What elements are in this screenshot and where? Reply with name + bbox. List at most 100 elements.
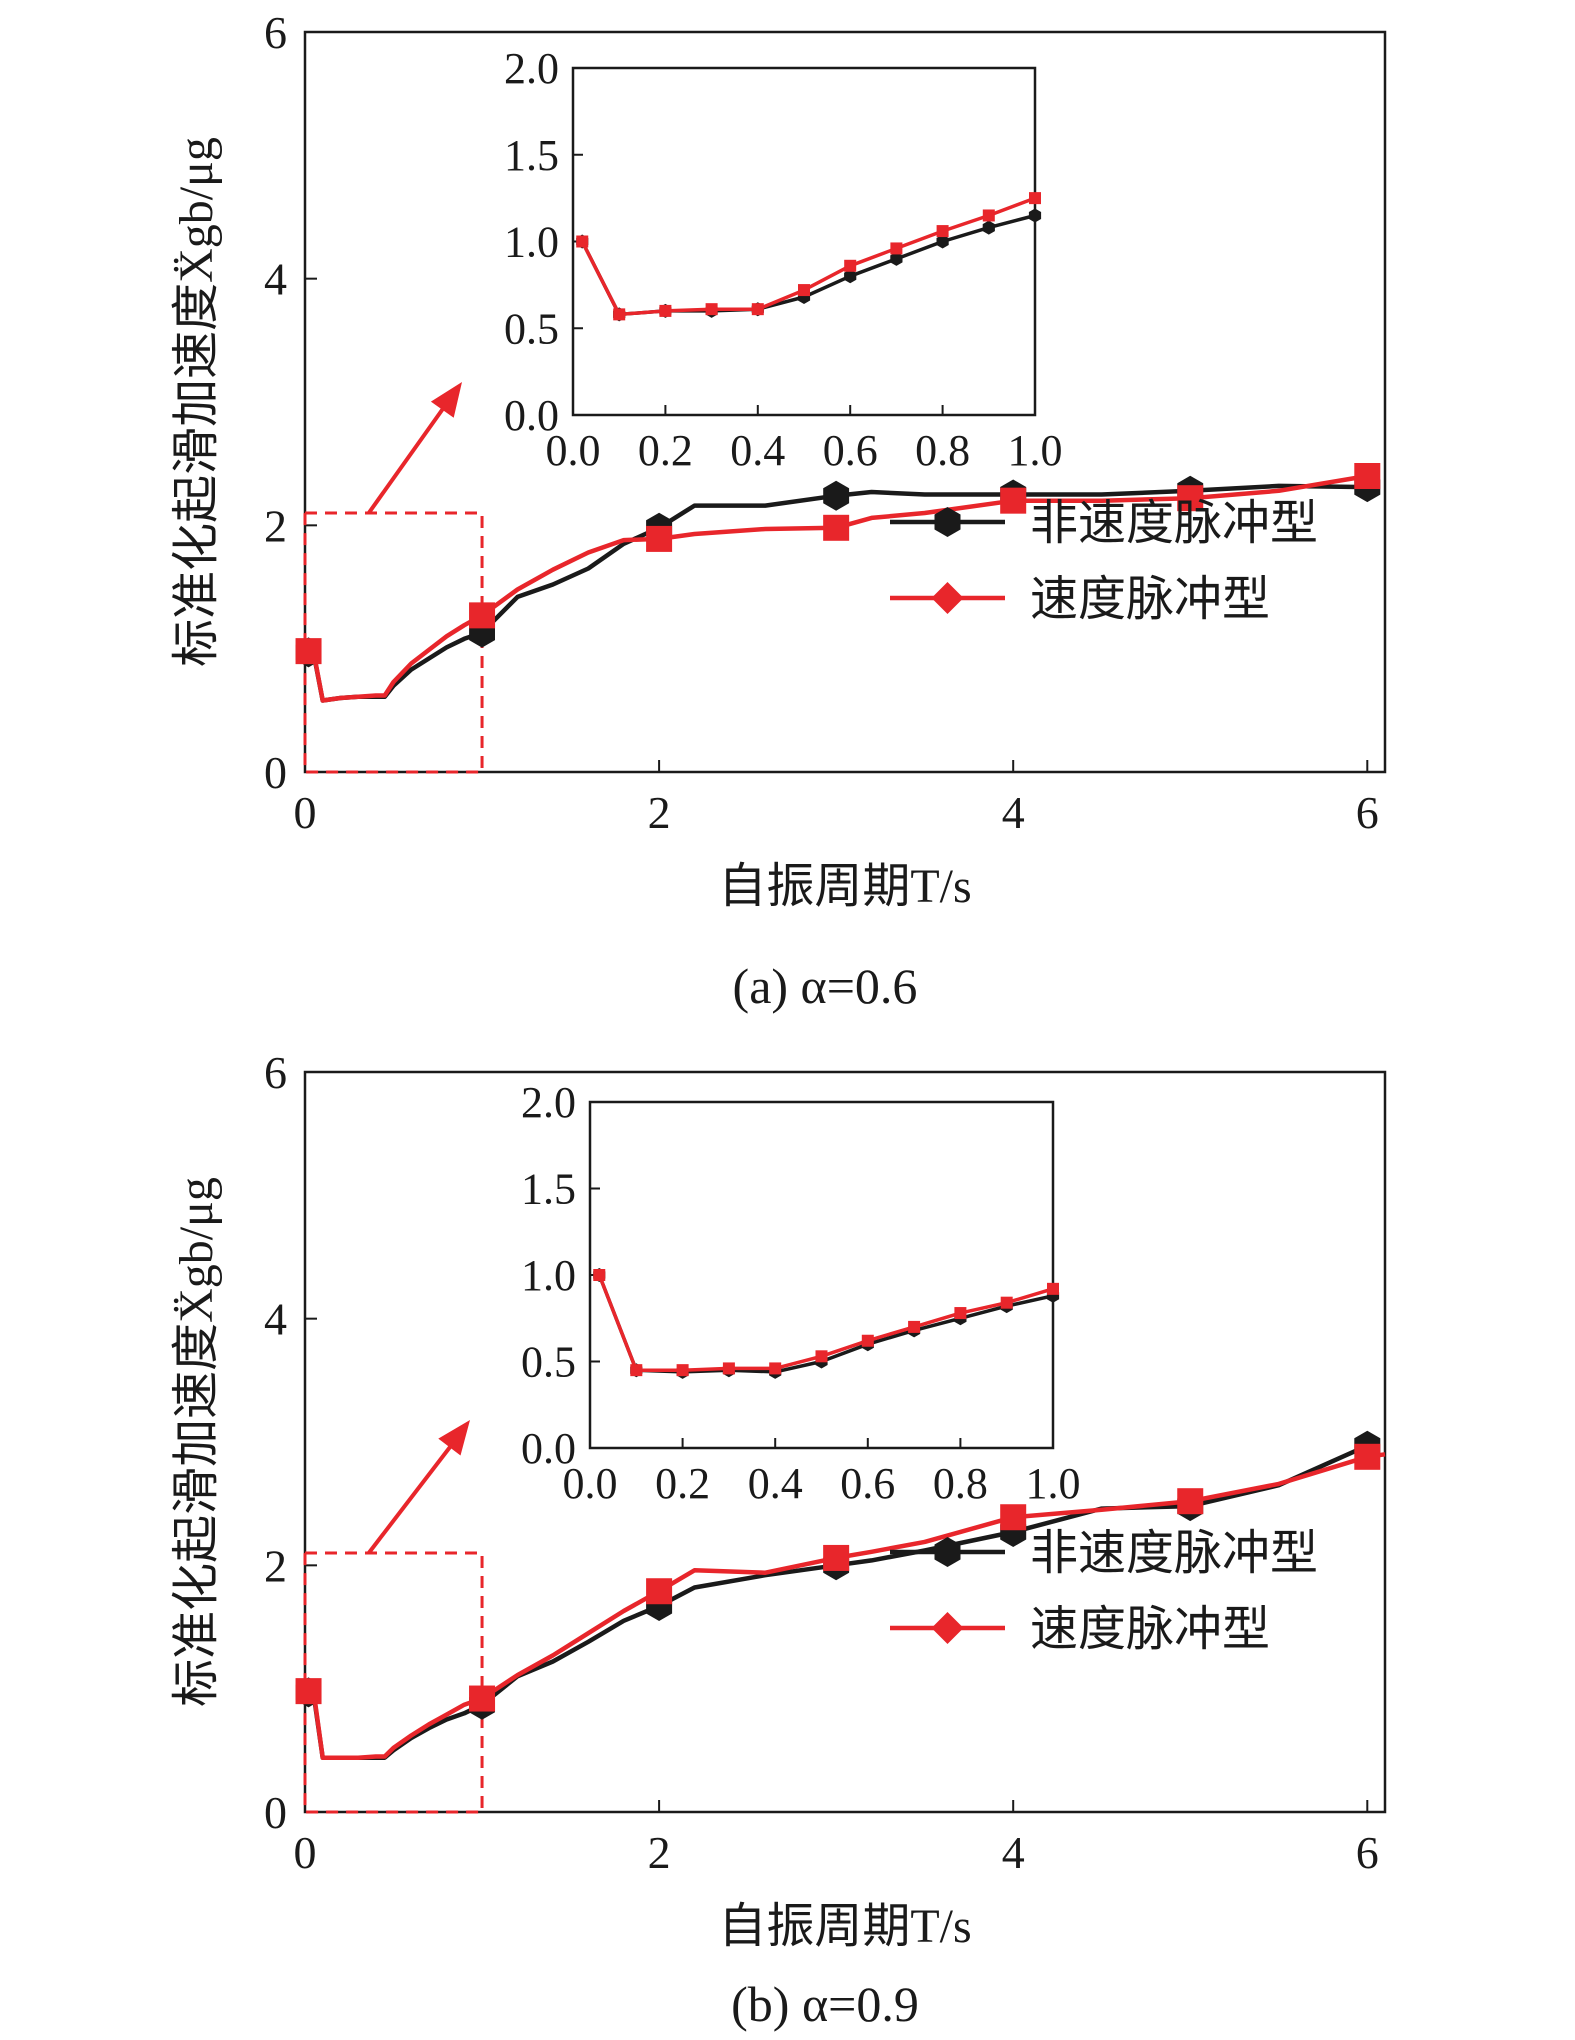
inset-marker-pulse [593,1269,606,1281]
series-line-pulse [307,1452,1386,1760]
inset-marker-pulse [1047,1282,1059,1295]
zoom-arrow-line [367,1432,462,1555]
legend-marker-nonpulse [934,507,961,537]
legend-marker-pulse [931,1612,964,1644]
x-tick-label: 4 [1002,787,1025,838]
inset-marker-nonpulse [936,234,949,249]
inset-marker-pulse [815,1350,828,1363]
zoom-arrow-head [438,1420,470,1456]
inset-y-tick-label: 1.5 [521,1165,576,1214]
y-tick-label: 4 [264,1294,287,1345]
x-axis-label: 自振周期T/s [718,860,971,913]
inset-marker-nonpulse [890,251,903,266]
inset-marker-pulse [890,242,903,255]
inset-y-tick-label: 0.0 [504,391,559,440]
y-tick-label: 2 [264,1540,287,1591]
legend-marker-pulse [931,582,964,614]
series-marker-pulse [1354,463,1381,489]
series-marker-pulse [823,1544,850,1571]
series-marker-pulse [1177,485,1204,512]
legend-label-nonpulse: 非速度脉冲型 [1030,497,1318,550]
inset-marker-pulse [676,1364,689,1377]
series-marker-pulse [469,1685,496,1712]
inset-x-tick-label: 1.0 [1026,1459,1081,1508]
inset-marker-pulse [861,1334,874,1347]
inset-marker-nonpulse [1028,208,1042,223]
inset-marker-pulse [705,303,718,316]
chart-panel-b: 0 2 4 6 0 2 4 6 自振周期T/s 标准化起滑加速度Ẍgb/μg (b) α=0.9 非速… [170,1047,1387,2032]
y-axis-label: 标准化起滑加速度Ẍgb/μg [170,137,223,667]
legend-marker-nonpulse [934,1537,961,1567]
x-tick-label: 6 [1356,787,1379,838]
inset-marker-pulse [630,1364,643,1377]
inset-marker-pulse [798,284,810,297]
inset-y-tick-label: 1.0 [521,1251,576,1300]
x-tick-label: 0 [294,1827,317,1878]
series-marker-pulse [1000,487,1027,514]
inset-x-tick-label: 0.0 [546,426,601,475]
chart-panel-a: 0 2 4 6 0 2 4 6 自振周期T/s 标准化起滑加速度Ẍgb/μg (a) α=0.6 非速… [170,7,1387,1014]
inset-x-tick-label: 0.0 [563,1459,618,1508]
series-marker-pulse [295,1678,322,1705]
y-tick-label: 0 [264,747,287,798]
inset-x-tick-label: 0.4 [730,426,785,475]
inset-y-tick-label: 0.5 [504,304,559,353]
inset-marker-nonpulse [844,269,857,284]
plot-frame [303,1070,1387,1814]
inset-x-tick-label: 1.0 [1008,426,1063,475]
x-tick-label: 4 [1002,1827,1025,1878]
y-tick-label: 0 [264,1787,287,1838]
inset-chart: 0.0 0.5 1.0 1.5 2.0 0.0 0.2 0.4 0.6 0.8 1.0 [521,1078,1081,1508]
x-tick-label: 2 [648,787,671,838]
inset-marker-pulse [844,259,857,272]
y-tick-label: 2 [264,500,287,551]
series-marker-pulse [1177,1488,1204,1515]
legend-label-pulse: 速度脉冲型 [1030,1603,1270,1656]
series-marker-pulse [469,602,496,629]
inset-x-tick-label: 0.8 [933,1459,988,1508]
x-tick-label: 0 [294,787,317,838]
legend-label-nonpulse: 非速度脉冲型 [1030,1527,1318,1580]
inset-y-tick-label: 1.0 [504,218,559,267]
zoom-arrow-line [367,394,454,515]
x-tick-label: 2 [648,1827,671,1878]
y-axis-label: 标准化起滑加速度Ẍgb/μg [170,1177,223,1707]
inset-x-tick-label: 0.8 [915,426,970,475]
series-marker-pulse [1000,1504,1027,1531]
inset-marker-pulse [1000,1296,1013,1309]
inset-marker-pulse [751,303,764,316]
x-axis-label: 自振周期T/s [718,1900,971,1953]
inset-x-tick-label: 0.6 [840,1459,895,1508]
series-marker-nonpulse [823,480,850,511]
inset-x-tick-label: 0.6 [823,426,878,475]
inset-frame [571,66,1037,417]
x-tick-label: 6 [1356,1827,1379,1878]
series-marker-pulse [1354,1443,1381,1470]
series-marker-pulse [823,514,850,541]
inset-marker-nonpulse [982,220,995,235]
legend-label-pulse: 速度脉冲型 [1030,573,1270,626]
panel-caption: (a) α=0.6 [733,958,918,1014]
zoom-arrow-head [430,382,462,418]
panel-caption: (b) α=0.9 [731,1976,919,2032]
inset-frame [588,1100,1055,1450]
inset-marker-pulse [576,235,589,248]
inset-x-tick-label: 0.2 [655,1459,710,1508]
inset-marker-pulse [982,209,995,222]
series-marker-pulse [295,638,322,665]
series-line-nonpulse [307,1443,1369,1760]
series-line-pulse [307,473,1368,703]
y-tick-label: 4 [264,254,287,305]
series-marker-pulse [646,525,673,552]
inset-marker-pulse [954,1307,967,1320]
inset-marker-pulse [1029,192,1041,205]
inset-marker-pulse [908,1320,921,1333]
inset-y-tick-label: 2.0 [504,44,559,93]
plot-frame [303,30,1387,774]
inset-chart: 0.0 0.5 1.0 1.5 2.0 0.0 0.2 0.4 0.6 0.8 1.0 [504,44,1063,475]
inset-x-tick-label: 0.2 [638,426,693,475]
inset-x-tick-label: 0.4 [748,1459,803,1508]
series-marker-pulse [646,1578,673,1605]
y-tick-label: 6 [264,1047,287,1098]
